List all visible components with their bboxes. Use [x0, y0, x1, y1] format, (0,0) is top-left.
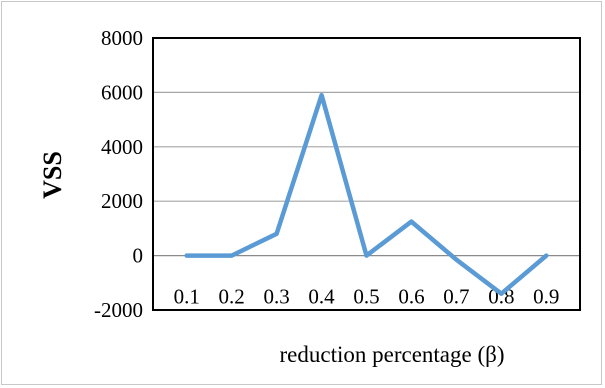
- x-tick-label: 0.2: [219, 285, 245, 309]
- y-axis-title: VSS: [38, 151, 67, 199]
- y-tick-label: 6000: [101, 80, 143, 104]
- y-tick-labels: 8000 6000 4000 2000 0 -2000: [94, 26, 143, 322]
- x-tick-label: 0.9: [533, 285, 559, 309]
- x-tick-label: 0.1: [174, 285, 200, 309]
- y-tick-label: 4000: [101, 135, 143, 159]
- x-axis-title: reduction percentage (β): [280, 342, 505, 367]
- y-tick-label: 0: [133, 244, 144, 268]
- x-tick-label: 0.6: [398, 285, 424, 309]
- y-tick-label: -2000: [94, 298, 143, 322]
- x-tick-labels: 0.1 0.2 0.3 0.4 0.5 0.6 0.7 0.8 0.9: [174, 285, 560, 309]
- gridlines: [153, 91, 580, 257]
- x-tick-label: 0.5: [353, 285, 379, 309]
- series-line: [184, 92, 549, 296]
- x-tick-label: 0.4: [308, 285, 335, 309]
- plot-area: [152, 37, 581, 311]
- y-tick-label: 8000: [101, 26, 143, 50]
- y-tick-label: 2000: [101, 189, 143, 213]
- x-tick-label: 0.7: [443, 285, 469, 309]
- x-tick-label: 0.3: [263, 285, 289, 309]
